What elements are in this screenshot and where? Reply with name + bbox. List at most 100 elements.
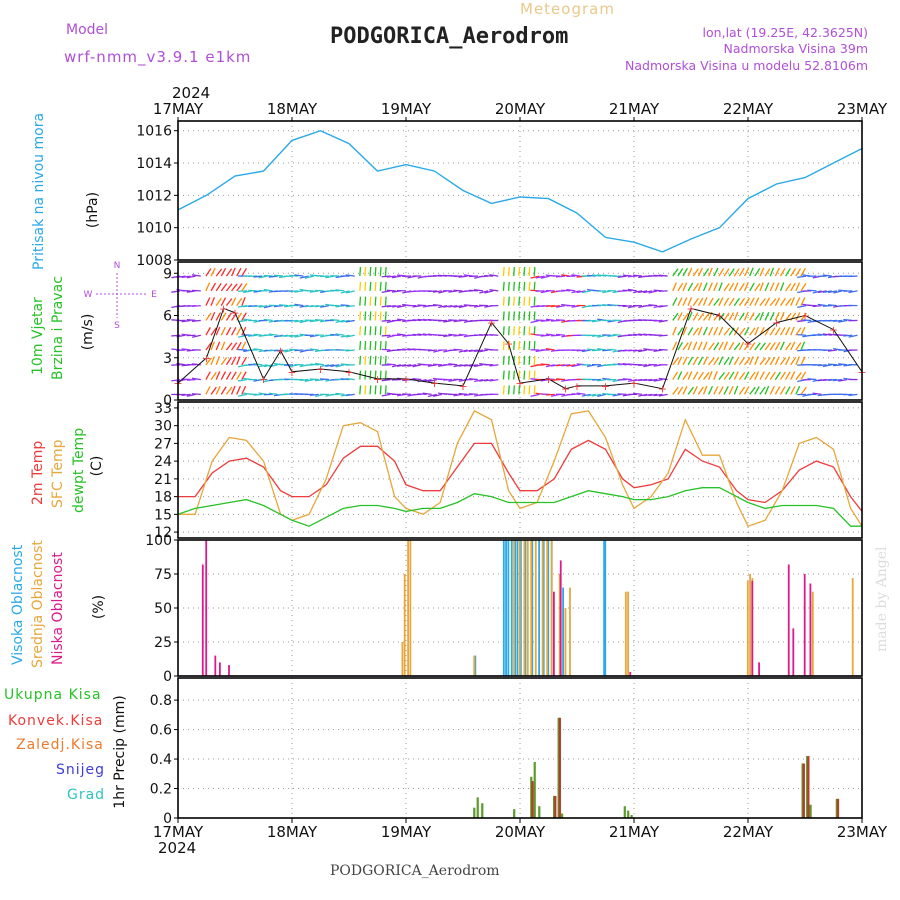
wind-barb [369,355,372,365]
wind-speed-marker: + [515,377,524,390]
cloud-low-bar [792,628,795,676]
wind-barb [779,341,785,351]
precip-conv-bar [531,781,534,818]
cloud-high-bar [542,540,545,676]
wind-barb [653,393,663,397]
wind-barb [658,305,668,308]
model-value: wrf-nmm_v3.9.1 e1km [64,48,251,67]
wind-barb [215,312,222,321]
wind-barb [754,342,761,351]
bottom-tick-label: 17MAY [153,823,204,841]
wind-barb [417,333,427,336]
wind-barb [369,385,372,395]
wind-barb [268,333,278,336]
wind-barb [253,305,263,308]
wind-barb [672,297,678,306]
wind-barb [576,349,586,352]
wind-speed-marker: + [487,317,496,330]
wind-barb [507,296,510,306]
wind-ytick-label: 3 [163,351,172,367]
wind-barb [278,304,289,307]
wind-barb [733,326,740,336]
wind-barb [779,267,786,277]
wind-barb [769,386,775,395]
wind-barb [225,312,232,321]
cloud-low-bar [809,583,812,676]
wind-barb [713,298,720,307]
wind-barb [479,349,489,353]
precip-legend-total: Ukupna Kisa [4,687,102,703]
wind-barb [687,341,693,351]
wind-barb [345,377,355,381]
wind-speed-line [177,307,863,390]
wind-barb [309,363,319,366]
wind-barb [632,392,643,396]
wind-barb [427,378,437,383]
wind-barb [733,342,741,351]
wind-barb [241,356,248,366]
wind-barb [345,274,355,277]
wind-barb [545,348,555,351]
cloud-mid-bar [523,540,526,676]
wind-barb [749,371,756,380]
wind-barb [518,296,521,306]
precip-total-bar [533,762,536,818]
wind-barb [374,267,377,277]
precip-conv-bar [836,798,840,818]
wind-barb [489,289,499,292]
wind-barb [364,385,367,395]
wind-barb [340,319,350,323]
wind-barb [335,289,345,292]
wind-barb [210,356,216,366]
wind-barb [597,348,607,351]
wind-barb [513,311,516,321]
wind-barb [181,393,191,396]
wind-barb [458,333,468,336]
wind-barb [210,282,217,292]
wind-barb [489,274,499,277]
wind-barb [774,386,781,395]
wind-barb [258,275,268,279]
credit-text: made by Angel [874,546,890,652]
wind-barb [359,385,362,395]
cloud-low-bar [751,580,754,676]
cloud-mid-bar [473,655,476,676]
top-tick-label: 21MAY [609,100,660,118]
wind-barb [171,290,181,293]
wind-barb [692,356,699,366]
cloud-mid-bar [811,591,814,676]
station-title: PODGORICA_Aerodrom [330,24,568,49]
wind-barb [238,334,248,338]
wind-barb [545,333,555,336]
wind-barb [379,355,382,365]
wind-barb [533,281,536,291]
wind-barb [800,341,806,351]
wind-barb [345,305,355,308]
wind-barb [754,312,761,321]
wind-barb [566,288,576,292]
wind-barb [386,305,396,308]
precip-ytick-label: 0.2 [150,782,172,798]
precip-total-bar [630,815,633,818]
wind-barb [345,290,355,294]
wind-barb [790,297,795,306]
wind-barb [738,357,746,366]
wind-barb [528,355,531,365]
cloud-low-bar [787,564,790,676]
wind-barb [309,305,319,308]
wind-barb [833,378,843,382]
wind-barb [702,356,708,366]
wind-barb [692,386,698,395]
wind-barb [391,364,402,368]
wind-barb [848,393,858,397]
wind-barb [708,357,715,366]
footer-station: PODGORICA_Aerodrom [330,863,500,879]
wind-barb [448,363,458,366]
pressure-ytick-label: 1016 [136,124,172,140]
cloud-ytick-label: 100 [145,533,172,549]
wind-barb [622,378,632,381]
wind-barb [682,267,688,277]
wind-barb [432,363,442,366]
wind-barb [359,370,362,380]
wind-barb [468,349,478,353]
